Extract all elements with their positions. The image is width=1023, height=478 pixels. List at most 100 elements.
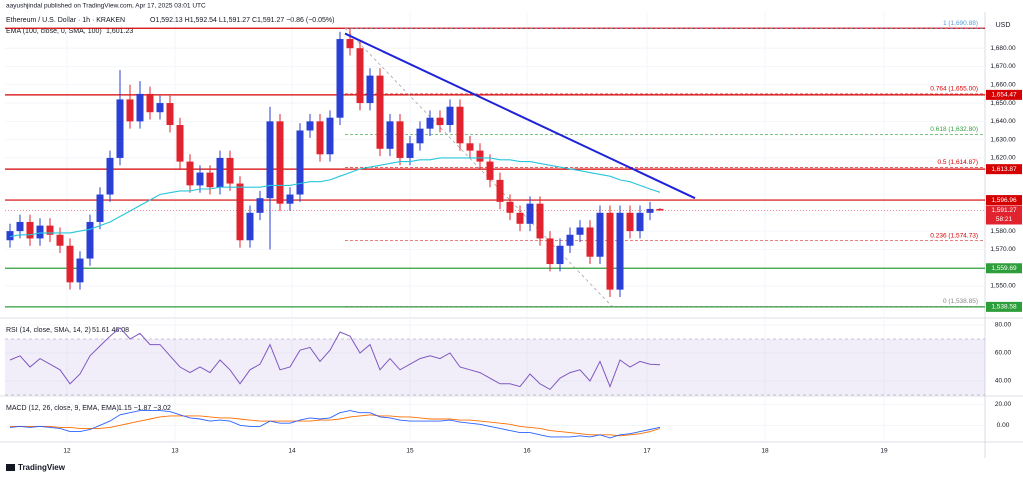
rsi-legend: RSI (14, close, SMA, 14, 2) — [6, 327, 91, 334]
trendline — [344, 32, 696, 200]
y-tick-label: 60.00 — [995, 350, 1012, 357]
level-label: 1,559.69 — [991, 265, 1017, 272]
candle-body — [56, 234, 64, 246]
candle-body — [386, 121, 394, 149]
level-label: 1,538.58 — [991, 304, 1017, 311]
candle-body — [506, 201, 514, 213]
candle-body — [296, 130, 304, 195]
signal-line — [10, 414, 661, 437]
candle-body — [656, 208, 664, 211]
macd-value: 1.15 −1.87 −3.02 — [118, 405, 171, 412]
candle-body — [106, 157, 114, 195]
candle-body — [166, 103, 174, 126]
y-tick-label: 80.00 — [995, 322, 1012, 329]
candle-body — [546, 238, 554, 265]
level-tag — [986, 301, 1022, 312]
candle-body — [306, 121, 314, 131]
y-tick-label: 40.00 — [995, 378, 1012, 385]
level-label: 1,654.47 — [991, 92, 1017, 99]
y-tick-label: 1,640.00 — [990, 118, 1016, 125]
y-tick-label: 1,630.00 — [990, 136, 1016, 143]
candle-body — [96, 194, 104, 222]
candle-body — [226, 157, 234, 184]
candle-body — [536, 203, 544, 239]
y-tick-label: 0.00 — [997, 422, 1010, 429]
fib-label: 0.764 (1,655.00) — [930, 86, 978, 93]
macd-line — [9, 410, 661, 439]
price-timer: 58:21 — [996, 216, 1013, 223]
candle-body — [246, 212, 254, 241]
candle-body — [196, 172, 204, 186]
fib-label: 0 (1,538.85) — [943, 298, 978, 305]
candle-body — [356, 48, 364, 104]
ohlc: O1,592.13 H1,592.54 L1,591.27 C1,591.27 … — [150, 17, 334, 24]
candle-body — [86, 221, 94, 259]
x-tick-label: 15 — [406, 448, 414, 455]
fib-label: 0.236 (1,574.73) — [930, 232, 978, 239]
candle-body — [576, 227, 584, 235]
currency: USD — [996, 22, 1011, 29]
ema-line — [9, 157, 661, 238]
candle-body — [366, 75, 374, 104]
candle-body — [586, 227, 594, 257]
level-tag — [986, 89, 1022, 100]
candle-body — [526, 203, 534, 224]
candle-body — [36, 225, 44, 239]
price-tag — [986, 205, 1022, 225]
level-tag — [986, 195, 1022, 206]
ema-legend: EMA (100, close, 0, SMA, 100) — [6, 28, 102, 35]
x-tick-label: 19 — [880, 448, 888, 455]
candle-body — [136, 93, 144, 122]
price-label: 1,591.27 — [991, 207, 1017, 214]
y-tick-label: 1,620.00 — [990, 155, 1016, 162]
candle-body — [256, 198, 264, 213]
logo-mark — [6, 464, 15, 471]
candle-body — [336, 39, 344, 118]
candle-body — [376, 75, 384, 149]
rsi-line — [9, 327, 661, 391]
x-tick-label: 18 — [761, 448, 769, 455]
y-tick-label: 1,650.00 — [990, 100, 1016, 107]
level-label: 1,596.96 — [991, 197, 1017, 204]
chart-title: Ethereum / U.S. Dollar · 1h · KRAKEN — [6, 17, 125, 24]
candle-body — [566, 234, 574, 246]
candle-body — [186, 161, 194, 186]
candle-body — [496, 179, 504, 202]
publisher: aayushjindal published on TradingView.co… — [6, 3, 206, 10]
candle-body — [346, 39, 354, 49]
candle-body — [636, 212, 644, 232]
candle-body — [406, 143, 414, 158]
candle-body — [616, 212, 624, 290]
candle-body — [426, 117, 434, 129]
rsi-value: 51.61 46.08 — [92, 327, 129, 334]
candle-body — [446, 106, 454, 126]
candle-body — [6, 231, 14, 241]
y-tick-label: 1,680.00 — [990, 45, 1016, 52]
candle-body — [146, 93, 154, 113]
logo: TradingView — [6, 463, 66, 472]
y-tick-label: 1,550.00 — [990, 283, 1016, 290]
candle-body — [126, 99, 134, 122]
candle-body — [156, 103, 164, 113]
level-tag — [986, 164, 1022, 175]
rsi-band — [5, 339, 985, 395]
fib-label: 0.5 (1,614.87) — [938, 159, 978, 166]
fib-label: 1 (1,690.88) — [943, 20, 978, 27]
candle-body — [176, 125, 184, 162]
candle-body — [66, 245, 74, 283]
x-tick-label: 17 — [643, 448, 651, 455]
candle-body — [606, 212, 614, 290]
candle-body — [516, 212, 524, 224]
candle-body — [456, 106, 464, 144]
candle-body — [416, 128, 424, 144]
x-tick-label: 13 — [171, 448, 179, 455]
candle-body — [206, 172, 214, 188]
macd-legend: MACD (12, 26, close, 9, EMA, EMA) — [6, 405, 119, 412]
candle-body — [286, 194, 294, 204]
brand: TradingView — [18, 463, 66, 472]
candle-body — [396, 121, 404, 158]
candle-body — [276, 121, 284, 204]
x-tick-label: 16 — [523, 448, 531, 455]
